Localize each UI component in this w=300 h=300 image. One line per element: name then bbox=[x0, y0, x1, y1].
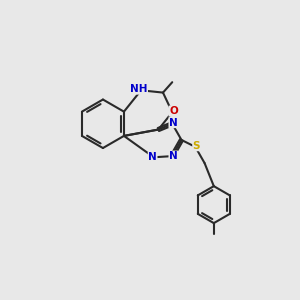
Text: N: N bbox=[169, 118, 178, 128]
Text: N: N bbox=[169, 151, 178, 161]
Text: S: S bbox=[193, 141, 200, 151]
Text: NH: NH bbox=[130, 84, 148, 94]
Text: N: N bbox=[148, 152, 157, 162]
Text: O: O bbox=[169, 106, 178, 116]
